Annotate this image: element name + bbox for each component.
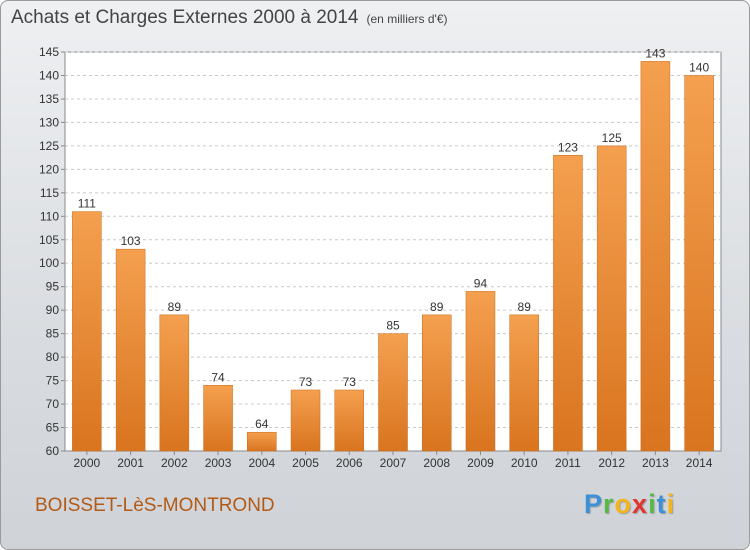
y-tick-label: 140 <box>39 68 59 82</box>
logo-letter: r <box>603 489 615 519</box>
bar <box>640 61 671 452</box>
x-tick-label: 2007 <box>380 456 407 470</box>
y-tick-label: 135 <box>39 92 59 106</box>
data-label: 103 <box>121 234 141 248</box>
bar <box>465 291 496 452</box>
data-label: 111 <box>78 197 97 211</box>
data-label: 73 <box>299 375 313 389</box>
y-tick-label: 125 <box>39 139 59 153</box>
x-tick-label: 2014 <box>686 456 713 470</box>
x-tick-label: 2013 <box>642 456 669 470</box>
logo-letter: x <box>632 489 649 519</box>
data-label: 89 <box>168 300 182 314</box>
bar <box>334 389 365 452</box>
data-label: 125 <box>602 131 622 145</box>
data-label: 89 <box>430 300 444 314</box>
chart-title: Achats et Charges Externes 2000 à 2014 <box>11 7 359 28</box>
y-tick-label: 145 <box>39 45 59 59</box>
y-tick-label: 110 <box>40 209 59 223</box>
data-label: 74 <box>211 370 225 384</box>
chart-subtitle: (en milliers d'€) <box>366 12 448 26</box>
y-tick-label: 70 <box>46 397 60 411</box>
data-label: 64 <box>255 417 269 431</box>
bar <box>421 314 452 452</box>
x-tick-label: 2001 <box>117 456 144 470</box>
x-tick-label: 2012 <box>598 456 625 470</box>
x-tick-label: 2000 <box>74 456 101 470</box>
bar <box>159 314 190 452</box>
y-tick-label: 80 <box>46 350 60 364</box>
bar <box>378 333 408 452</box>
y-tick-label: 90 <box>46 303 60 317</box>
y-tick-label: 65 <box>46 421 60 435</box>
bar <box>72 211 102 452</box>
x-tick-label: 2005 <box>292 456 319 470</box>
x-tick-label: 2011 <box>555 456 581 470</box>
x-tick-label: 2002 <box>161 456 188 470</box>
bar <box>553 155 583 452</box>
y-tick-label: 120 <box>39 162 59 176</box>
chart-title-block: Achats et Charges Externes 2000 à 2014 (e… <box>11 7 448 29</box>
bar <box>596 145 627 452</box>
logo-letter: i <box>666 489 676 519</box>
x-tick-label: 2003 <box>205 456 232 470</box>
bar <box>509 314 539 452</box>
bar <box>247 431 277 452</box>
logo-letter: i <box>648 489 657 519</box>
data-label: 140 <box>689 60 709 74</box>
data-label: 94 <box>474 276 488 290</box>
data-label: 85 <box>386 319 400 333</box>
logo-letter: t <box>656 489 667 519</box>
data-label: 73 <box>343 375 357 389</box>
x-tick-label: 2006 <box>336 456 363 470</box>
x-tick-label: 2009 <box>467 456 494 470</box>
bar <box>684 75 714 452</box>
bar <box>115 248 146 452</box>
y-tick-label: 95 <box>46 280 60 294</box>
y-tick-label: 85 <box>46 327 60 341</box>
logo-letter: P <box>584 489 604 519</box>
y-tick-label: 105 <box>39 233 59 247</box>
proxiti-logo: Proxiti <box>584 489 675 520</box>
data-label: 123 <box>558 140 578 154</box>
data-label: 143 <box>645 46 665 60</box>
y-tick-label: 100 <box>39 256 59 270</box>
y-tick-label: 60 <box>46 444 60 458</box>
logo-letter: o <box>614 489 633 519</box>
x-tick-label: 2004 <box>248 456 275 470</box>
y-tick-label: 130 <box>39 115 59 129</box>
y-tick-label: 115 <box>40 186 59 200</box>
bar <box>290 389 321 452</box>
data-label: 89 <box>518 300 532 314</box>
town-name: BOISSET-LèS-MONTROND <box>35 495 275 516</box>
x-tick-label: 2008 <box>423 456 450 470</box>
y-tick-label: 75 <box>46 374 60 388</box>
bar <box>203 385 233 452</box>
x-tick-label: 2010 <box>511 456 538 470</box>
